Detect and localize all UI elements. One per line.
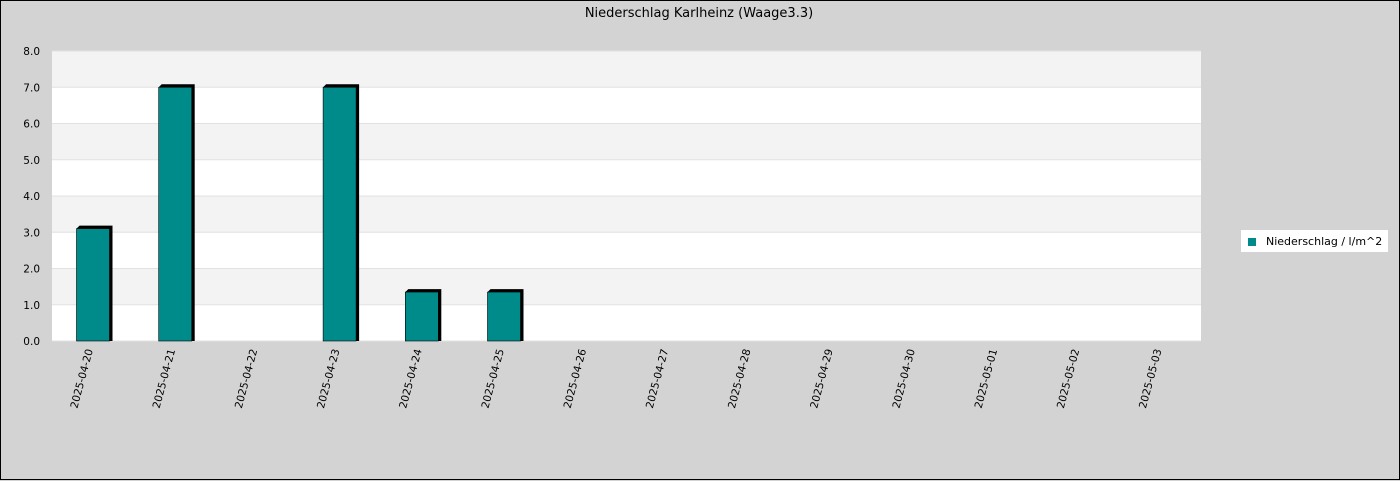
x-tick-label: 2025-05-01 <box>973 348 1000 410</box>
x-tick-label: 2025-04-22 <box>233 348 260 410</box>
bar <box>322 84 360 342</box>
x-tick-label: 2025-05-02 <box>1055 348 1082 410</box>
x-tick-label: 2025-04-24 <box>397 347 424 409</box>
x-tick-label: 2025-04-21 <box>151 348 178 410</box>
x-axis: 2025-04-20 2025-04-21 2025-04-22 2025-04-23… <box>69 347 1165 409</box>
x-tick-label: 2025-04-30 <box>891 348 918 410</box>
grid-band <box>52 123 1201 160</box>
x-tick-label: 2025-04-26 <box>562 347 589 409</box>
grid-band <box>52 87 1201 124</box>
x-tick-label: 2025-04-25 <box>480 348 507 410</box>
bar-face <box>487 291 521 342</box>
chart-title: Niederschlag Karlheinz (Waage3.3) <box>585 6 813 21</box>
y-tick-label: 7.0 <box>23 82 40 94</box>
legend-swatch <box>1248 238 1256 246</box>
bar <box>76 225 113 342</box>
y-tick-label: 0.0 <box>23 336 40 348</box>
y-tick-label: 8.0 <box>23 46 40 58</box>
bar-face <box>322 86 357 342</box>
bar <box>487 289 524 342</box>
grid-band <box>52 159 1201 196</box>
y-tick-label: 4.0 <box>23 191 40 203</box>
legend-box <box>1241 230 1388 252</box>
bar <box>158 84 195 342</box>
bar <box>404 289 442 342</box>
grid-band <box>52 232 1201 269</box>
bar-series <box>76 84 524 342</box>
grid-band <box>52 196 1201 233</box>
legend: Niederschlag / l/m^2 <box>1241 230 1388 252</box>
plot-background <box>52 50 1201 342</box>
y-tick-label: 1.0 <box>23 300 40 312</box>
x-tick-label: 2025-04-23 <box>315 348 342 410</box>
y-tick-label: 5.0 <box>23 155 40 167</box>
bar-face <box>76 228 110 342</box>
x-tick-label: 2025-04-29 <box>808 348 835 410</box>
x-tick-label: 2025-05-03 <box>1137 348 1164 410</box>
y-axis: 0.0 1.0 2.0 3.0 4.0 5.0 6.0 7.0 8.0 <box>23 46 40 348</box>
grid-band <box>52 304 1201 341</box>
bar-face <box>404 291 439 342</box>
grid-band <box>52 268 1201 305</box>
y-tick-label: 3.0 <box>23 227 40 239</box>
x-tick-label: 2025-04-28 <box>726 348 753 410</box>
y-tick-label: 2.0 <box>23 264 40 276</box>
bar-face <box>158 86 192 342</box>
x-tick-label: 2025-04-20 <box>69 348 96 410</box>
x-tick-label: 2025-04-27 <box>644 348 671 410</box>
grid-band <box>52 51 1201 88</box>
legend-label: Niederschlag / l/m^2 <box>1266 235 1382 248</box>
y-tick-label: 6.0 <box>23 119 40 131</box>
